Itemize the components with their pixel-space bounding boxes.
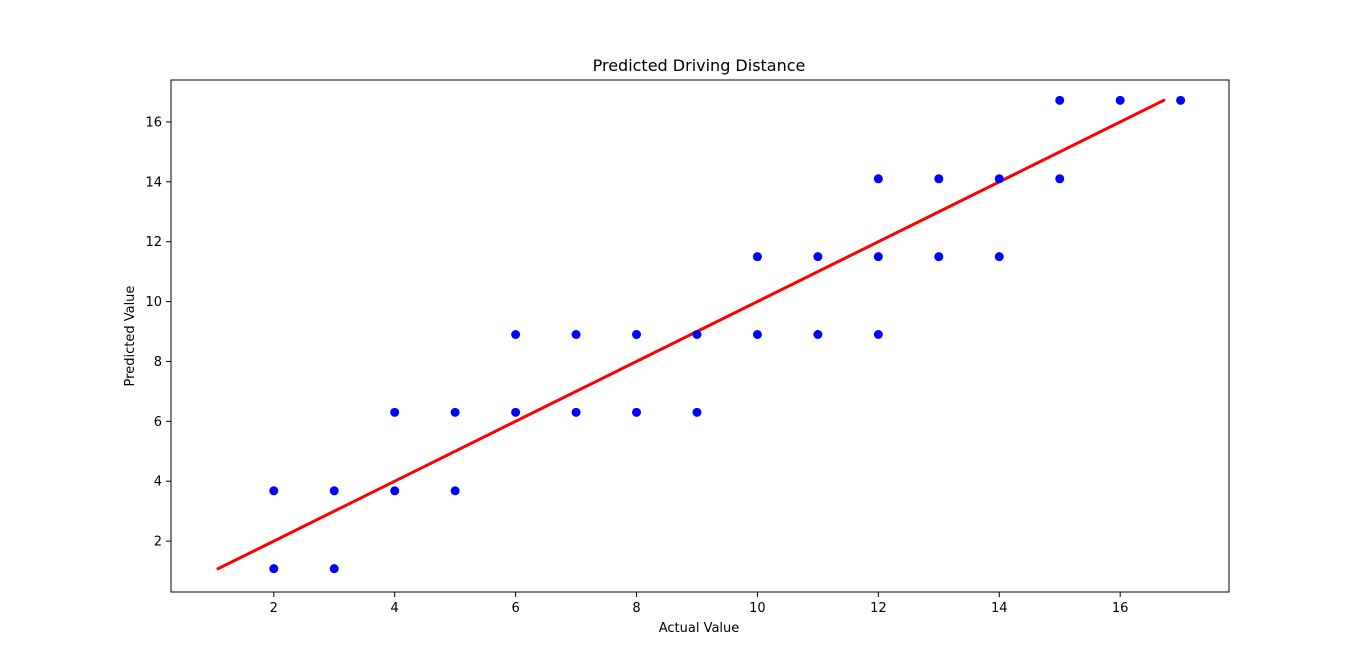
scatter-point <box>450 486 460 496</box>
x-tick-label: 4 <box>391 601 399 616</box>
scatter-point <box>329 486 339 496</box>
scatter-point <box>1055 95 1065 105</box>
scatter-point <box>994 174 1004 184</box>
y-tick-label: 12 <box>145 235 162 250</box>
x-tick-label: 8 <box>632 601 640 616</box>
scatter-point <box>934 252 944 262</box>
scatter-point <box>1055 174 1065 184</box>
scatter-point <box>571 330 581 339</box>
plot-area <box>216 95 1186 574</box>
chart-title: Predicted Driving Distance <box>593 56 806 75</box>
scatter-point <box>329 564 339 574</box>
scatter-point <box>934 174 944 184</box>
scatter-point <box>873 252 883 262</box>
scatter-point <box>692 330 702 339</box>
regression-line <box>216 98 1166 571</box>
scatter-point <box>511 330 521 339</box>
y-tick-label: 2 <box>154 535 162 550</box>
scatter-point <box>390 407 400 417</box>
scatter-point <box>269 564 279 574</box>
y-axis-label: Predicted Value <box>123 286 138 387</box>
scatter-point <box>511 407 521 417</box>
scatter-point <box>1176 95 1186 105</box>
y-tick-label: 4 <box>154 475 162 490</box>
scatter-point <box>873 330 883 339</box>
y-tick-label: 10 <box>145 295 162 310</box>
x-axis-label: Actual Value <box>659 621 740 636</box>
y-tick-label: 8 <box>154 355 162 370</box>
y-tick-label: 14 <box>145 175 162 190</box>
scatter-point <box>813 330 823 339</box>
x-tick-label: 14 <box>991 601 1008 616</box>
scatter-point <box>390 486 400 496</box>
scatter-point <box>813 252 823 262</box>
scatter-point <box>752 252 762 262</box>
scatter-point <box>1115 95 1125 105</box>
y-tick-label: 16 <box>145 115 162 130</box>
y-axis: 2 4 6 8 10 12 14 16 <box>145 115 171 550</box>
scatter-point <box>692 407 702 417</box>
scatter-point <box>752 330 762 339</box>
scatter-point <box>571 407 581 417</box>
scatter-point <box>269 486 279 496</box>
scatter-point <box>632 330 642 339</box>
scatter-point <box>873 174 883 184</box>
scatter-point <box>632 407 642 417</box>
x-tick-label: 10 <box>749 601 766 616</box>
x-tick-label: 12 <box>870 601 887 616</box>
y-tick-label: 6 <box>154 415 162 430</box>
x-tick-label: 6 <box>511 601 519 616</box>
x-axis: 2 4 6 8 10 12 14 16 <box>270 592 1129 616</box>
scatter-point <box>994 252 1004 262</box>
x-tick-label: 2 <box>270 601 278 616</box>
scatter-point <box>450 407 460 417</box>
plot-frame <box>170 79 1230 593</box>
x-tick-label: 16 <box>1112 601 1129 616</box>
